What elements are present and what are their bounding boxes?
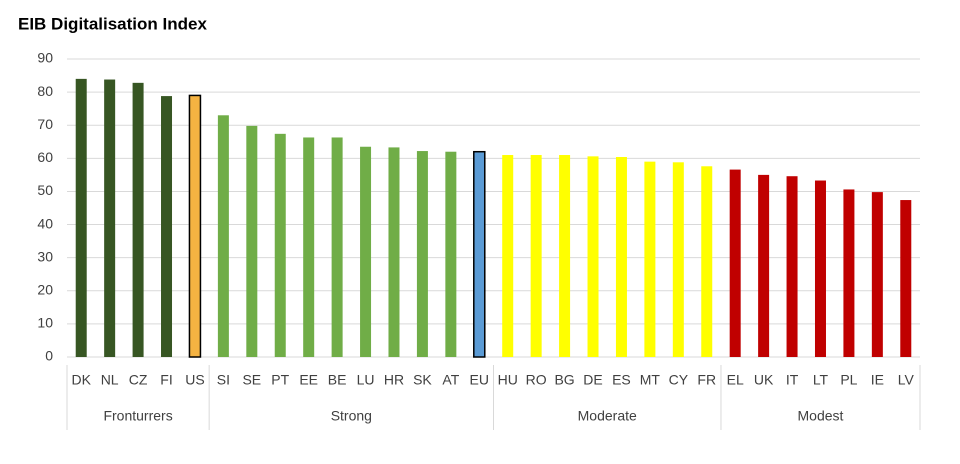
x-tick-label: SI	[217, 372, 230, 388]
x-tick-label: FR	[697, 372, 716, 388]
y-tick-label: 90	[37, 50, 53, 66]
y-tick-label: 0	[45, 348, 53, 364]
x-tick-label: FI	[160, 372, 172, 388]
chart-title: EIB Digitalisation Index	[18, 14, 207, 33]
x-tick-label: DK	[71, 372, 91, 388]
x-tick-label: CZ	[129, 372, 148, 388]
x-tick-label: LT	[813, 372, 829, 388]
x-tick-label: HU	[498, 372, 518, 388]
bar	[843, 189, 855, 357]
x-tick-label: LU	[357, 372, 375, 388]
bar	[900, 200, 912, 357]
group-label: Moderate	[578, 408, 637, 424]
bar	[246, 125, 258, 357]
bar	[445, 151, 457, 357]
bar	[672, 162, 684, 357]
bar	[360, 146, 372, 357]
bar	[559, 155, 571, 357]
bar	[701, 166, 713, 357]
group-label: Strong	[331, 408, 372, 424]
y-tick-label: 60	[37, 149, 53, 165]
bar	[729, 169, 741, 357]
y-tick-label: 40	[37, 215, 53, 231]
bar	[274, 133, 286, 357]
x-tick-label: UK	[754, 372, 774, 388]
bar	[587, 156, 599, 357]
group-label: Fronturrers	[103, 408, 172, 424]
x-tick-label: EE	[299, 372, 318, 388]
x-tick-label: SK	[413, 372, 432, 388]
x-tick-label: ES	[612, 372, 631, 388]
bar	[388, 147, 400, 357]
bar	[188, 94, 202, 358]
x-tick-label: AT	[442, 372, 459, 388]
bar	[758, 174, 770, 357]
bar	[814, 180, 826, 357]
bar	[502, 155, 514, 357]
x-tick-label: DE	[583, 372, 602, 388]
y-tick-label: 30	[37, 248, 53, 264]
x-tick-label: RO	[526, 372, 547, 388]
x-tick-label: LV	[898, 372, 915, 388]
bar	[644, 161, 656, 357]
bar	[104, 79, 116, 357]
bar	[871, 192, 883, 357]
bar	[786, 176, 798, 357]
x-tick-label: BG	[554, 372, 574, 388]
x-tick-label: BE	[328, 372, 347, 388]
x-tick-label: IT	[786, 372, 799, 388]
bar	[217, 115, 229, 358]
y-tick-label: 70	[37, 116, 53, 132]
x-tick-label: EU	[470, 372, 489, 388]
x-tick-label: PL	[840, 372, 857, 388]
x-tick-label: MT	[640, 372, 661, 388]
x-tick-label: NL	[101, 372, 119, 388]
x-tick-label: SE	[242, 372, 261, 388]
x-tick-label: HR	[384, 372, 404, 388]
y-tick-label: 80	[37, 83, 53, 99]
y-tick-label: 20	[37, 281, 53, 297]
bar	[303, 137, 315, 357]
group-label: Modest	[798, 408, 844, 424]
x-tick-label: EL	[727, 372, 744, 388]
x-tick-label: CY	[669, 372, 689, 388]
bar	[161, 96, 173, 357]
y-tick-label: 10	[37, 315, 53, 331]
x-tick-label: PT	[271, 372, 289, 388]
bar	[530, 155, 542, 357]
bar	[75, 78, 87, 357]
x-tick-label: US	[185, 372, 204, 388]
bar	[615, 157, 627, 357]
y-tick-label: 50	[37, 182, 53, 198]
bar	[132, 82, 144, 357]
bar	[473, 150, 486, 358]
x-tick-label: IE	[871, 372, 884, 388]
bar	[331, 137, 343, 357]
bar	[416, 151, 428, 357]
